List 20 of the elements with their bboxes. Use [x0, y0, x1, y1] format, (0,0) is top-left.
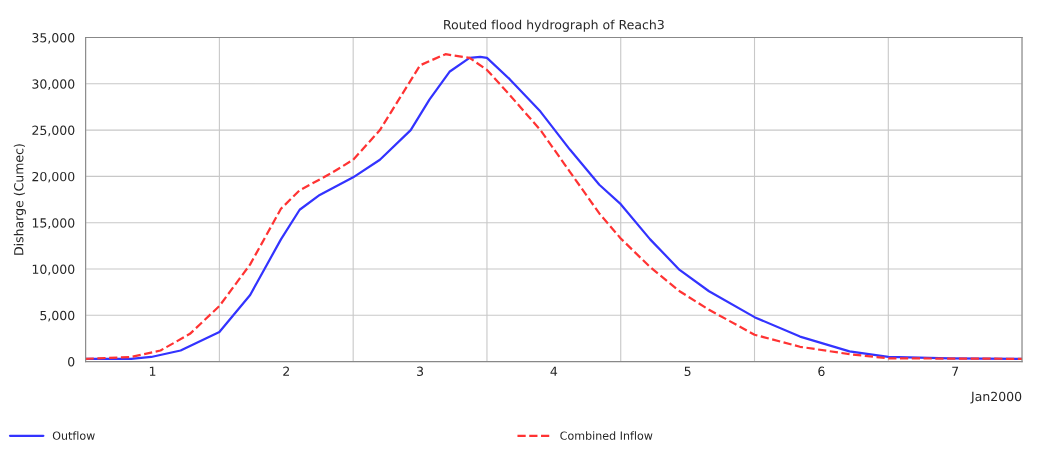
x-tick-label: 4: [550, 366, 558, 376]
legend-label: Combined Inflow: [560, 431, 653, 440]
y-tick-label: 0: [68, 357, 75, 367]
chart-title: Routed flood hydrograph of Reach3: [444, 19, 664, 32]
y-tick-label: 30,000: [32, 79, 75, 91]
x-axis-title: Jan2000: [970, 391, 1022, 404]
x-tick-label: 5: [684, 366, 691, 376]
x-tick-label: 3: [417, 366, 424, 376]
x-tick-label: 6: [818, 366, 825, 376]
y-tick-label: 5,000: [40, 310, 75, 322]
y-tick-label: 25,000: [32, 125, 75, 137]
y-axis-title: Disharge (Cumec): [13, 144, 26, 255]
x-tick-label: 1: [149, 366, 156, 376]
y-tick-label: 20,000: [32, 171, 75, 183]
legend-label: Outflow: [52, 431, 95, 440]
y-tick-label: 35,000: [32, 32, 75, 44]
y-tick-label: 10,000: [32, 264, 75, 276]
y-tick-label: 15,000: [32, 218, 75, 229]
x-tick-label: 7: [952, 366, 959, 376]
x-tick-label: 2: [283, 366, 289, 376]
